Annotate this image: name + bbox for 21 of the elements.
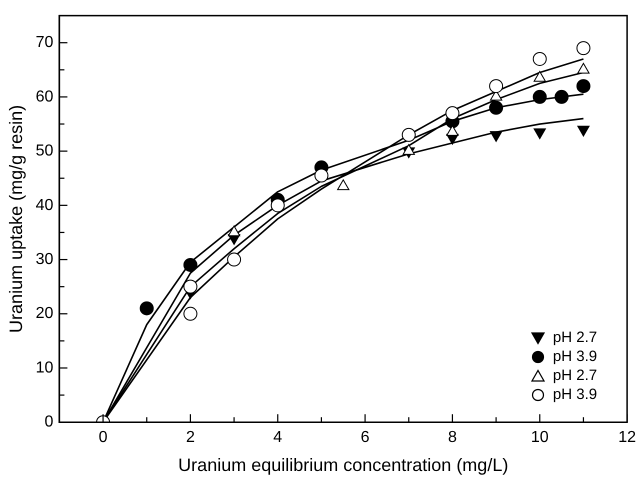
x-tick-label: 8 — [448, 429, 457, 446]
y-tick-label: 30 — [36, 250, 54, 268]
x-tick-label: 12 — [618, 429, 636, 446]
x-axis-title: Uranium equilibrium concentration (mg/L) — [178, 455, 508, 476]
y-tick-label: 50 — [36, 142, 54, 160]
legend-label: pH 3.9 — [552, 347, 598, 366]
legend-label: pH 2.7 — [552, 366, 598, 386]
legend-label: pH 2.7 — [552, 328, 598, 348]
y-tick-label: 60 — [36, 88, 54, 106]
y-tick-label: 10 — [36, 359, 54, 376]
y-tick-label: 40 — [36, 196, 54, 214]
x-tick-label: 0 — [98, 429, 108, 446]
legend-label: pH 3.9 — [552, 385, 598, 404]
x-tick-label: 10 — [530, 429, 549, 446]
x-tick-label: 6 — [360, 429, 370, 446]
y-axis-title: Uranium uptake (mg/g resin) — [6, 104, 26, 333]
y-tick-label: 0 — [44, 414, 54, 431]
x-tick-label: 2 — [186, 429, 195, 446]
y-tick-label: 20 — [36, 305, 54, 322]
y-tick-label: 70 — [36, 34, 54, 52]
x-tick-label: 4 — [273, 429, 282, 446]
